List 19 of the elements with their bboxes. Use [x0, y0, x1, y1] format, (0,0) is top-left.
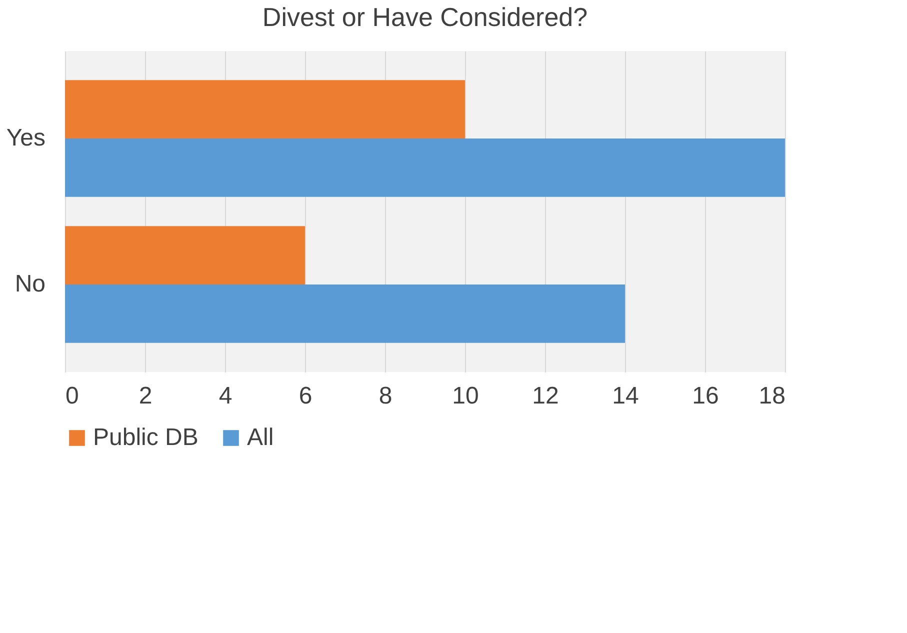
legend-label: All	[247, 424, 274, 451]
x-tick-label: 2	[138, 382, 152, 410]
x-tick-label: 14	[612, 382, 639, 410]
legend-label: Public DB	[93, 424, 198, 451]
x-tick-label: 8	[378, 382, 392, 410]
bar	[65, 138, 785, 197]
x-tick-label: 16	[692, 382, 719, 410]
x-tick-label: 12	[532, 382, 559, 410]
bar	[65, 284, 625, 343]
bar	[65, 226, 305, 284]
x-tick-label: 18	[758, 382, 786, 410]
bar	[65, 80, 465, 139]
y-tick-label: No	[14, 270, 46, 298]
y-tick-label: Yes	[6, 124, 46, 152]
x-tick-label: 0	[66, 382, 79, 410]
chart-title: Divest or Have Considered?	[262, 2, 588, 32]
x-tick-label: 4	[218, 382, 232, 410]
x-tick-label: 10	[452, 382, 479, 410]
x-tick-label: 6	[298, 382, 312, 410]
